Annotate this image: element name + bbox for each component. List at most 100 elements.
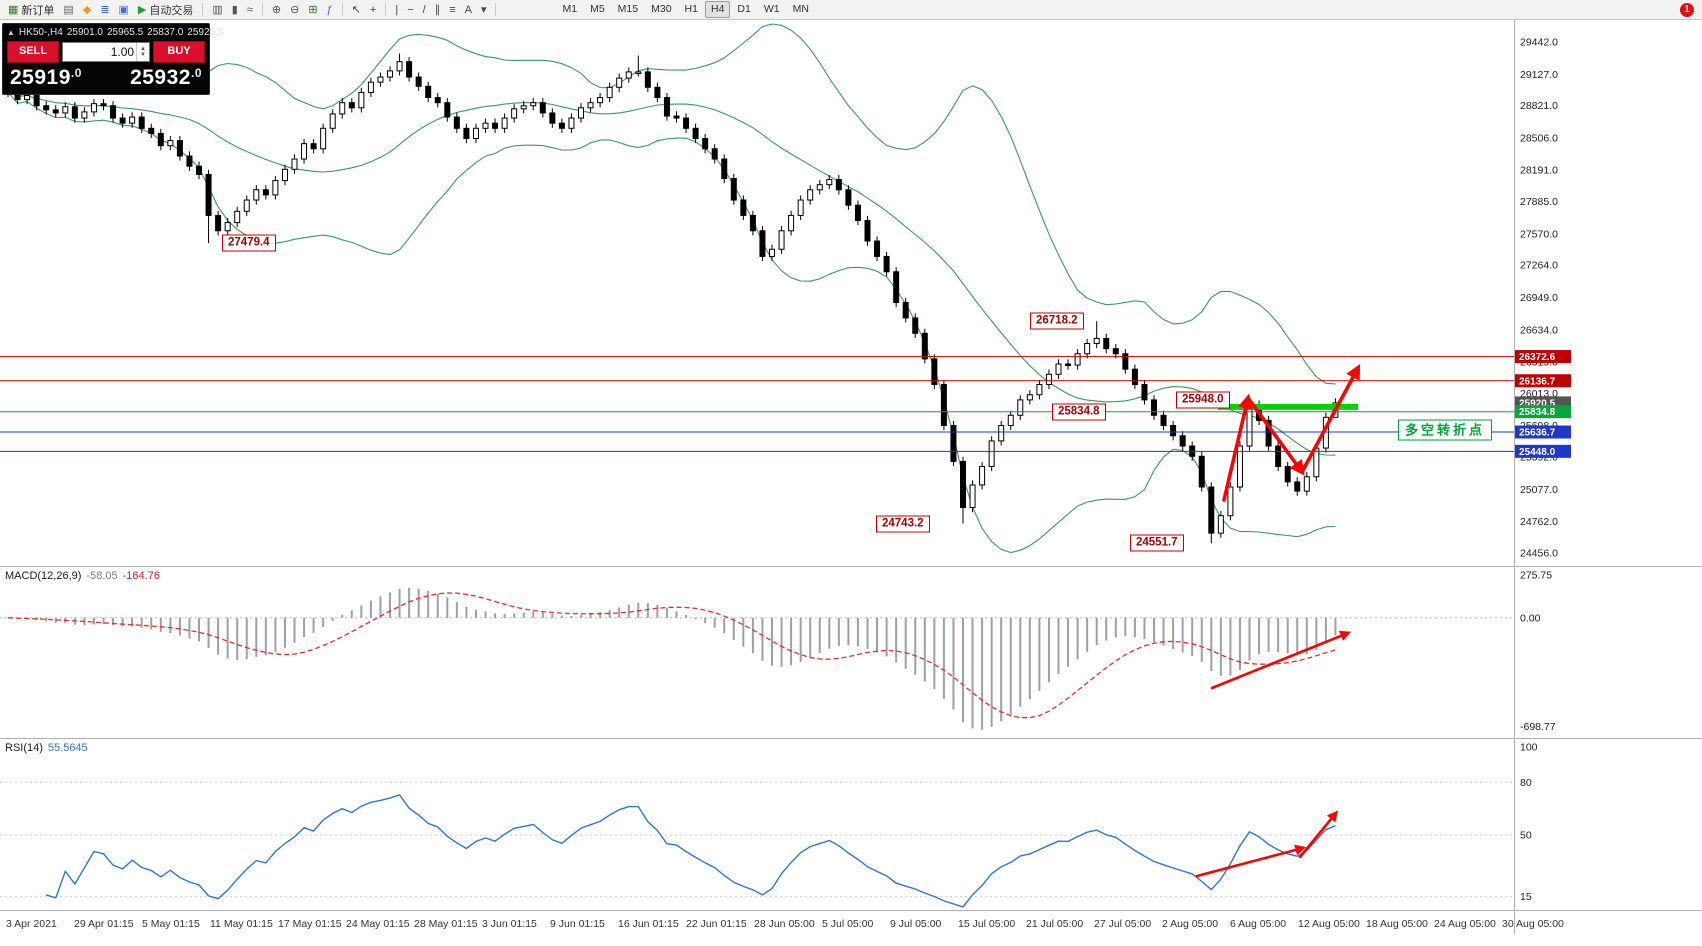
spinner-down-icon[interactable]: ▼ [140, 52, 146, 58]
volume-box: ▲▼ [62, 42, 150, 62]
crosshair-button[interactable]: + [366, 1, 380, 19]
chart-window-button[interactable]: ▤ [59, 1, 77, 19]
trend-arrow[interactable] [1300, 364, 1361, 474]
new-order-label: 新订单 [21, 4, 55, 17]
indicators-button[interactable]: ƒ [323, 1, 337, 19]
price-tag-label: 25834.8 [1519, 407, 1556, 418]
timeframe-d1[interactable]: D1 [737, 3, 751, 15]
text-button[interactable]: A [461, 1, 476, 19]
favorites-button[interactable]: ◆ [79, 1, 95, 19]
turning-point-note[interactable]: 多空转折点 [1398, 419, 1493, 441]
toolbar-icon-group: ▦ 新订单 ▤ ◆ ≣ ▣ ▶ 自动交易 ▥ ▮ ≈ ⊕ ⊖ ⊞ ƒ ↖ + | − / ∥ ≡ A ▾ [4, 1, 500, 19]
new-order-button[interactable]: ▦ 新订单 [4, 1, 58, 19]
zoom-out-icon: ⊖ [290, 3, 300, 16]
bar-chart-icon: ▥ [212, 3, 223, 16]
trendline-icon: / [422, 3, 426, 16]
support-highlight-bar[interactable] [1218, 403, 1358, 410]
timeframe-m30[interactable]: M30 [651, 3, 672, 15]
vertical-line-button[interactable]: | [391, 1, 402, 19]
price-axis-label: 24762.0 [1520, 516, 1558, 528]
vertical-line-icon: | [395, 3, 399, 16]
bollinger-bands [7, 23, 1336, 554]
trendline-button[interactable]: / [419, 1, 430, 19]
shapes-button[interactable]: ▾ [477, 1, 491, 19]
timeframe-h4[interactable]: H4 [704, 1, 731, 18]
time-axis-label: 5 May 01:15 [142, 918, 200, 930]
line-chart-icon: ≈ [246, 3, 253, 16]
timeframe-m5[interactable]: M5 [590, 3, 605, 15]
price-axis-label: 28191.0 [1520, 165, 1558, 177]
time-axis-label: 15 Jul 05:00 [958, 918, 1015, 930]
auto-trading-icon: ▶ [137, 3, 147, 16]
volume-spinner[interactable]: ▲ ▼ [136, 43, 149, 61]
ohlc-low: 25837.0 [147, 27, 184, 38]
time-axis-label: 24 May 01:15 [346, 918, 410, 930]
macd-histogram [16, 587, 1337, 730]
timeframe-m15[interactable]: M15 [617, 3, 639, 15]
timeframe-h1[interactable]: H1 [684, 3, 698, 15]
trend-arrow[interactable] [1222, 393, 1253, 502]
spinner-up-icon[interactable]: ▲ [140, 46, 146, 52]
notification-badge[interactable]: 1 [1680, 2, 1694, 17]
timeframe-m1[interactable]: M1 [562, 3, 578, 15]
price-axis-label: 24456.0 [1520, 548, 1558, 560]
trend-arrow[interactable] [1210, 630, 1352, 690]
time-axis-label: 27 Jul 05:00 [1094, 918, 1151, 930]
time-axis-label: 6 Aug 05:00 [1230, 918, 1286, 930]
time-axis-label: 30 Aug 05:00 [1502, 918, 1564, 930]
price-tag [1515, 350, 1571, 364]
buy-button[interactable]: BUY [153, 41, 205, 63]
horizontal-line-button[interactable]: − [403, 1, 417, 19]
line-chart-button[interactable]: ≈ [243, 1, 257, 19]
timeframe-group: M1 M5 M15 M30 H1 H4 D1 W1 MN [556, 1, 814, 18]
time-axis-label: 21 Jul 05:00 [1026, 918, 1083, 930]
price-label-box[interactable]: 24551.7 [1130, 534, 1184, 552]
trend-arrow[interactable] [1298, 810, 1339, 859]
navigator-button[interactable]: ▣ [115, 1, 133, 19]
price-tag-label: 25636.7 [1519, 428, 1556, 439]
zoom-out-button[interactable]: ⊖ [286, 1, 303, 19]
crosshair-icon: + [369, 3, 377, 16]
time-axis-label: 11 May 01:15 [210, 918, 273, 930]
tile-windows-icon: ⊞ [308, 3, 318, 16]
time-axis-label: 24 Aug 05:00 [1434, 918, 1496, 930]
price-label-box[interactable]: 24743.2 [876, 515, 930, 533]
price-label-box[interactable]: 25834.8 [1052, 403, 1106, 421]
bid-ask-row: 25919.0 25932.0 [7, 66, 205, 90]
price-axis-label: 26949.0 [1520, 292, 1558, 304]
channel-button[interactable]: ∥ [431, 1, 445, 19]
time-axis-label: 9 Jul 05:00 [890, 918, 942, 930]
tile-windows-button[interactable]: ⊞ [304, 1, 321, 19]
trend-arrow[interactable] [1195, 844, 1307, 878]
zoom-in-button[interactable]: ⊕ [268, 1, 285, 19]
bar-chart-button[interactable]: ▥ [208, 1, 226, 19]
collapse-arrow-icon[interactable]: ▲ [7, 28, 15, 37]
price-label-box[interactable]: 25948.0 [1176, 391, 1230, 409]
horizontal-line-icon: − [407, 3, 414, 16]
price-axis-label: 27264.0 [1520, 260, 1558, 272]
trend-arrow[interactable] [1246, 396, 1305, 476]
time-axis-label: 22 Jun 01:15 [686, 918, 747, 930]
fibonacci-button[interactable]: ≡ [445, 1, 459, 19]
sell-button[interactable]: SELL [7, 41, 59, 63]
price-label-box[interactable]: 26718.2 [1030, 312, 1084, 330]
market-watch-button[interactable]: ≣ [96, 1, 113, 19]
price-label-box[interactable]: 27479.4 [222, 234, 276, 252]
macd-axis-label: 275.75 [1520, 569, 1552, 581]
cursor-button[interactable]: ↖ [348, 1, 365, 19]
ohlc-close: 25920.5 [187, 27, 224, 38]
auto-trading-button[interactable]: ▶ 自动交易 [134, 1, 197, 19]
volume-input[interactable] [68, 45, 137, 59]
candlestick-button[interactable]: ▮ [228, 1, 242, 19]
timeframe-mn[interactable]: MN [792, 3, 809, 15]
time-axis-label: 3 Apr 2021 [6, 918, 57, 930]
macd-signal-line [7, 592, 1336, 719]
ohlc-high: 25965.5 [106, 27, 144, 38]
auto-trading-label: 自动交易 [149, 4, 194, 17]
timeframe-w1[interactable]: W1 [763, 3, 780, 15]
price-axis: 29442.0 29127.0 28821.0 28506.0 28191.0 27885… [1515, 37, 1571, 560]
chart-info-line: ▲ HK50-,H4 25901.0 25965.5 25837.0 25920… [7, 27, 223, 38]
